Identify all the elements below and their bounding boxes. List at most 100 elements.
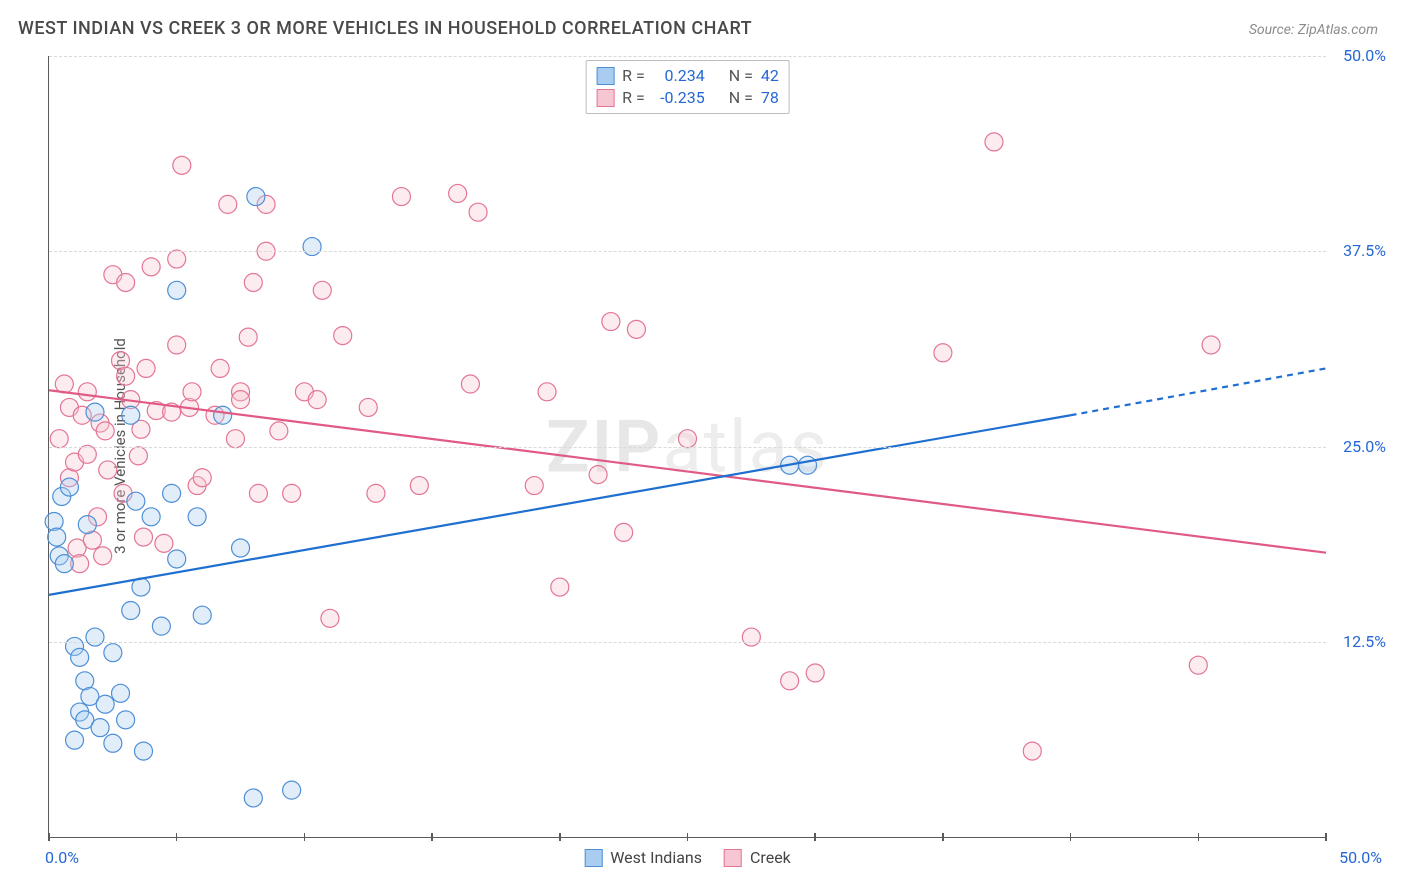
x-max-label: 50.0% (1339, 848, 1382, 867)
y-tick-label: 12.5% (1343, 632, 1386, 651)
scatter-point (551, 578, 569, 596)
scatter-point (86, 628, 104, 646)
series-1-name: West Indians (610, 848, 702, 867)
scatter-point (112, 684, 130, 702)
scatter-point (249, 484, 267, 502)
scatter-point (239, 328, 257, 346)
regression-line-west-indians-dashed (1071, 368, 1326, 415)
scatter-point (247, 188, 265, 206)
swatch-bottom-2 (724, 849, 742, 867)
scatter-point (1202, 336, 1220, 354)
scatter-point (392, 188, 410, 206)
r-label: R = (622, 65, 645, 87)
scatter-point (679, 430, 697, 448)
x-min-label: 0.0% (45, 848, 79, 867)
r-value-2: -0.235 (653, 87, 705, 109)
scatter-point (232, 539, 250, 557)
y-tick-label: 25.0% (1343, 437, 1386, 456)
scatter-point (188, 508, 206, 526)
n-value-1: 42 (761, 65, 779, 87)
scatter-point (168, 250, 186, 268)
scatter-point (806, 664, 824, 682)
scatter-point (91, 719, 109, 737)
x-tick (48, 833, 50, 841)
scatter-point (211, 359, 229, 377)
gridline (49, 251, 1326, 252)
correlation-legend: R = 0.234 N = 42 R = -0.235 N = 78 (585, 60, 790, 114)
x-tick (687, 833, 689, 841)
scatter-point (308, 391, 326, 409)
scatter-point (627, 320, 645, 338)
x-tick (431, 833, 433, 841)
scatter-point (183, 383, 201, 401)
gridline (49, 56, 1326, 57)
scatter-point (168, 336, 186, 354)
scatter-point (50, 430, 68, 448)
scatter-point (96, 695, 114, 713)
scatter-point (168, 281, 186, 299)
scatter-point (410, 477, 428, 495)
scatter-point (615, 523, 633, 541)
scatter-point (219, 195, 237, 213)
scatter-point (742, 628, 760, 646)
scatter-point (934, 344, 952, 362)
scatter-point (232, 391, 250, 409)
scatter-point (602, 313, 620, 331)
scatter-point (117, 367, 135, 385)
scatter-point (469, 203, 487, 221)
scatter-point (129, 447, 147, 465)
scatter-point (142, 508, 160, 526)
scatter-point (538, 383, 556, 401)
scatter-point (104, 734, 122, 752)
source-attribution: Source: ZipAtlas.com (1249, 22, 1378, 38)
gridline (49, 642, 1326, 643)
scatter-point (134, 742, 152, 760)
scatter-point (66, 731, 84, 749)
scatter-point (96, 422, 114, 440)
x-tick (942, 833, 944, 841)
scatter-point (163, 484, 181, 502)
scatter-point (71, 648, 89, 666)
swatch-series-2 (596, 89, 614, 107)
x-tick (1070, 833, 1072, 841)
scatter-point (799, 456, 817, 474)
scatter-point (303, 238, 321, 256)
scatter-point (155, 534, 173, 552)
n-label: N = (729, 87, 753, 109)
scatter-point (367, 484, 385, 502)
n-label: N = (729, 65, 753, 87)
y-tick-label: 37.5% (1343, 241, 1386, 260)
scatter-point (122, 602, 140, 620)
scatter-point (193, 606, 211, 624)
series-2-name: Creek (750, 848, 791, 867)
scatter-point (214, 406, 232, 424)
scatter-point (985, 133, 1003, 151)
y-tick-label: 50.0% (1343, 46, 1386, 65)
scatter-point (94, 547, 112, 565)
scatter-point (283, 781, 301, 799)
scatter-point (359, 398, 377, 416)
scatter-point (449, 184, 467, 202)
scatter-point (1189, 656, 1207, 674)
x-tick (1198, 833, 1200, 841)
scatter-point (525, 477, 543, 495)
scatter-point (122, 406, 140, 424)
scatter-point (78, 516, 96, 534)
plot-area: ZIPatlas R = 0.234 N = 42 R = -0.235 N =… (48, 56, 1326, 838)
scatter-point (55, 555, 73, 573)
scatter-point (283, 484, 301, 502)
series-legend: West Indians Creek (584, 848, 791, 867)
scatter-point (173, 156, 191, 174)
legend-row-series-1: R = 0.234 N = 42 (596, 65, 779, 87)
scatter-point (270, 422, 288, 440)
scatter-point (104, 644, 122, 662)
scatter-point (152, 617, 170, 635)
x-tick (559, 833, 561, 841)
scatter-point (45, 512, 63, 530)
scatter-point (168, 550, 186, 568)
swatch-series-1 (596, 67, 614, 85)
scatter-point (60, 478, 78, 496)
scatter-point (142, 258, 160, 276)
legend-row-series-2: R = -0.235 N = 78 (596, 87, 779, 109)
x-tick (304, 833, 306, 841)
